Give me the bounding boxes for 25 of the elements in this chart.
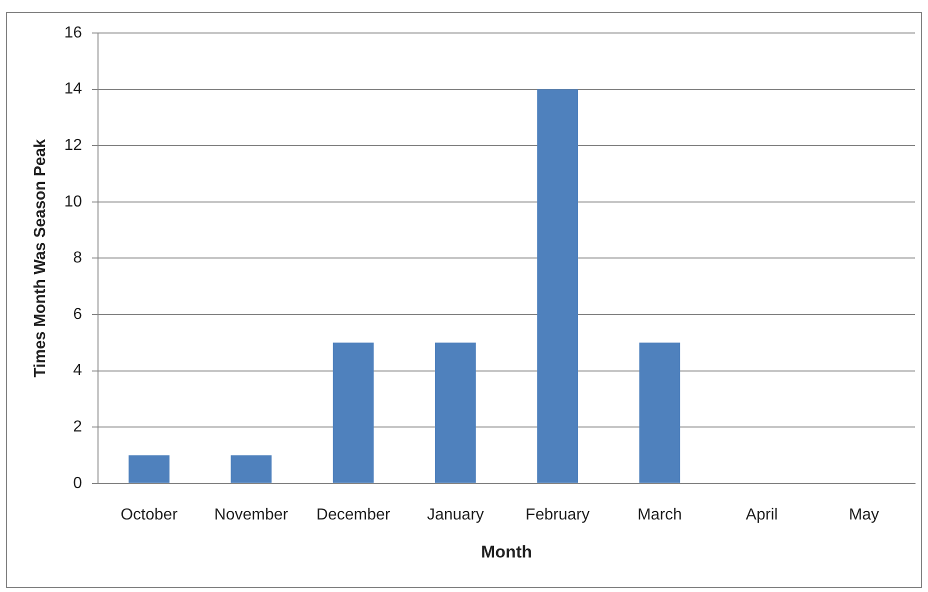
x-axis-title: Month	[481, 542, 532, 562]
x-tick-label: April	[746, 506, 778, 524]
bar	[639, 342, 680, 483]
bar	[537, 89, 578, 483]
y-tick-label: 6	[73, 306, 82, 323]
bar	[332, 342, 374, 483]
bar	[230, 455, 272, 483]
y-tick-label: 16	[64, 24, 82, 42]
y-tick-label: 4	[73, 362, 82, 380]
bar	[435, 342, 476, 483]
y-tick-label: 14	[64, 80, 82, 98]
bar	[128, 455, 170, 483]
y-tick-label: 10	[64, 193, 82, 210]
y-tick-label: 12	[64, 137, 82, 154]
x-tick-label: January	[426, 506, 484, 524]
x-tick-label: May	[848, 506, 880, 524]
y-tick-label: 2	[73, 418, 82, 436]
y-axis-title: Times Month Was Season Peak	[32, 138, 50, 378]
x-tick-label: October	[120, 506, 178, 524]
y-tick-label: 8	[73, 250, 82, 267]
x-tick-label: December	[316, 506, 391, 524]
x-tick-label: March	[637, 506, 682, 524]
y-tick-label: 0	[73, 474, 82, 492]
x-tick-label: February	[526, 506, 590, 524]
x-tick-label: November	[214, 506, 289, 524]
